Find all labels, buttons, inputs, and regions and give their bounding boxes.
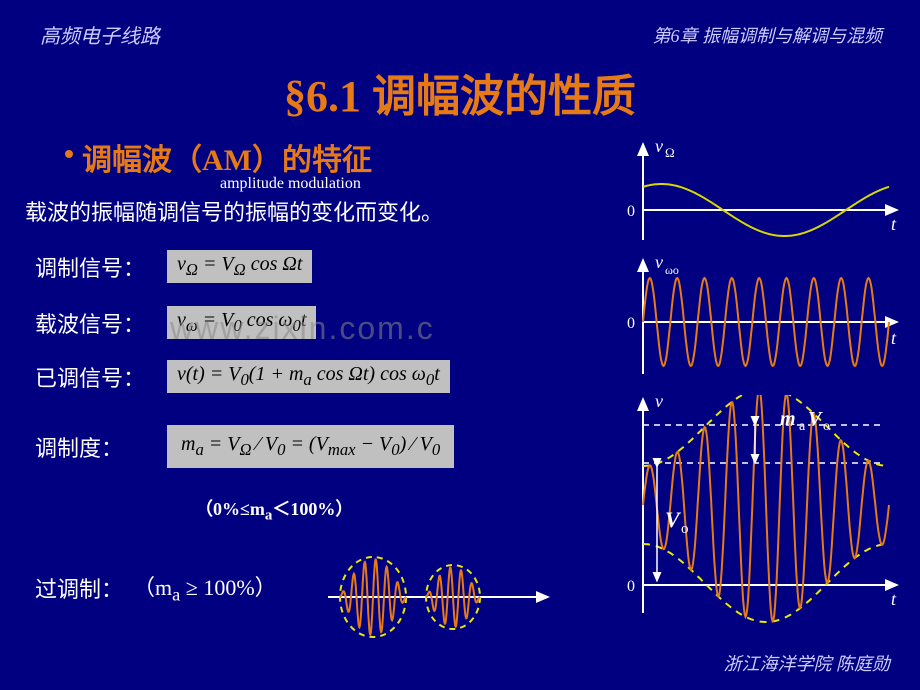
subtitle: 调幅波（AM）的特征 [82,135,372,179]
row-overmod: 过调制： （ma ≥ 100%） [35,570,277,605]
formula-modulated: v(t) = V0(1 + ma cos Ωt) cos ω0t [167,360,450,393]
svg-text:Ω: Ω [665,145,675,160]
svg-text:ωo: ωo [665,263,679,277]
graph-am-wave: 0 v t m a V o V o [625,395,905,625]
svg-text:0: 0 [627,578,635,595]
label-mod-index: 调制度： [35,431,155,463]
svg-text:v: v [655,395,663,411]
svg-text:o: o [823,419,830,434]
label-overmod: 过调制： [35,572,123,604]
header-right: 第6章 振幅调制与解调与混频 [653,22,883,48]
formula-mod-index: ma = VΩ ⁄ V0 = (Vmax − V0) ⁄ V0 [167,425,454,468]
graph-mod-signal: 0 v Ω t [625,140,905,255]
label-carrier: 载波信号： [35,307,155,339]
subtitle-english: amplitude modulation [220,175,361,193]
description: 载波的振幅随调信号的振幅的变化而变化。 [25,195,443,227]
watermark: www.zixin.com.c [170,310,435,347]
svg-text:t: t [891,589,897,609]
svg-text:0: 0 [627,203,635,220]
svg-text:t: t [891,214,897,234]
svg-text:V: V [665,507,682,532]
label-mod-signal: 调制信号： [35,251,155,283]
svg-text:V: V [808,408,823,430]
svg-text:v: v [655,256,663,272]
row-modulated: 已调信号： v(t) = V0(1 + ma cos Ωt) cos ω0t [35,360,450,393]
svg-text:0: 0 [627,315,635,332]
formula-mod-signal: vΩ = VΩ cos Ωt [167,250,312,283]
label-modulated: 已调信号： [35,361,155,393]
bullet [65,150,73,158]
graph-overmod [323,552,553,642]
svg-text:o: o [681,521,689,537]
svg-text:t: t [891,328,897,348]
footer: 浙江海洋学院 陈庭勋 [724,650,891,676]
row-mod-index: 调制度： ma = VΩ ⁄ V0 = (Vmax − V0) ⁄ V0 [35,425,454,468]
header-left: 高频电子线路 [40,20,160,49]
svg-text:v: v [655,140,663,156]
cond-overmod: （ma ≥ 100%） [133,570,277,605]
range-text: （0%≤ma＜100%） [195,495,353,525]
graph-carrier: 0 v ωo t [625,256,905,386]
page-title: §6.1 调幅波的性质 [0,60,920,124]
svg-text:m: m [780,408,796,430]
row-mod-signal: 调制信号： vΩ = VΩ cos Ωt [35,250,312,283]
svg-text:a: a [799,419,806,434]
